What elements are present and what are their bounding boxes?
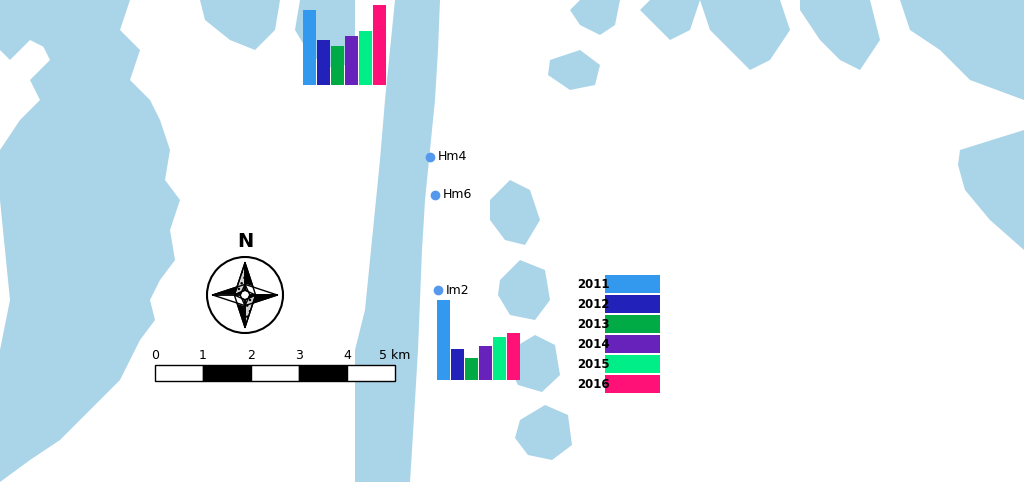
Polygon shape: [0, 0, 180, 482]
Text: 2: 2: [247, 349, 255, 362]
Text: 4: 4: [343, 349, 351, 362]
Text: Im2: Im2: [446, 283, 470, 296]
Bar: [347, 365, 395, 381]
Polygon shape: [245, 295, 256, 327]
Text: 2016: 2016: [577, 377, 609, 390]
Bar: [299, 365, 347, 381]
Bar: [605, 375, 660, 393]
Polygon shape: [234, 295, 245, 327]
Text: 2015: 2015: [577, 358, 609, 371]
Polygon shape: [295, 0, 355, 70]
Polygon shape: [245, 284, 278, 295]
Polygon shape: [800, 0, 880, 70]
Bar: [359, 31, 372, 85]
Bar: [251, 365, 299, 381]
Polygon shape: [245, 263, 256, 295]
Bar: [303, 10, 316, 85]
Polygon shape: [85, 245, 135, 290]
Text: Hm4: Hm4: [438, 150, 467, 163]
Polygon shape: [234, 263, 245, 295]
Polygon shape: [80, 160, 130, 220]
Polygon shape: [515, 405, 572, 460]
Polygon shape: [900, 0, 1024, 100]
Bar: [605, 295, 660, 313]
Text: Hm6: Hm6: [443, 188, 472, 201]
Polygon shape: [200, 0, 280, 50]
Polygon shape: [490, 180, 540, 245]
Polygon shape: [548, 50, 600, 90]
Bar: [605, 315, 660, 333]
Polygon shape: [570, 0, 620, 35]
Bar: [345, 36, 358, 85]
Polygon shape: [245, 295, 278, 306]
Text: 3: 3: [295, 349, 303, 362]
Polygon shape: [700, 0, 790, 70]
Bar: [155, 365, 203, 381]
Bar: [507, 333, 520, 380]
Text: 2014: 2014: [577, 337, 609, 350]
Text: N: N: [237, 232, 253, 251]
Polygon shape: [213, 295, 245, 306]
Bar: [479, 346, 492, 380]
Polygon shape: [213, 284, 245, 295]
Bar: [493, 337, 506, 380]
Bar: [605, 355, 660, 373]
Bar: [203, 365, 251, 381]
Bar: [317, 40, 330, 85]
Polygon shape: [245, 295, 256, 327]
Polygon shape: [68, 305, 120, 350]
Bar: [331, 46, 344, 85]
Polygon shape: [508, 335, 560, 392]
Polygon shape: [640, 0, 700, 40]
Bar: [373, 5, 386, 85]
Text: 0: 0: [151, 349, 159, 362]
Polygon shape: [498, 260, 550, 320]
Text: 2011: 2011: [577, 278, 609, 291]
Polygon shape: [0, 0, 80, 60]
Text: 1: 1: [199, 349, 207, 362]
Polygon shape: [958, 130, 1024, 250]
Bar: [605, 275, 660, 293]
Text: 2013: 2013: [577, 318, 609, 331]
Polygon shape: [234, 263, 245, 295]
Bar: [605, 335, 660, 353]
Bar: [437, 300, 450, 380]
Text: 2012: 2012: [577, 297, 609, 310]
Polygon shape: [355, 0, 440, 482]
Text: 5 km: 5 km: [379, 349, 411, 362]
Bar: [465, 358, 478, 380]
Bar: [451, 349, 464, 380]
